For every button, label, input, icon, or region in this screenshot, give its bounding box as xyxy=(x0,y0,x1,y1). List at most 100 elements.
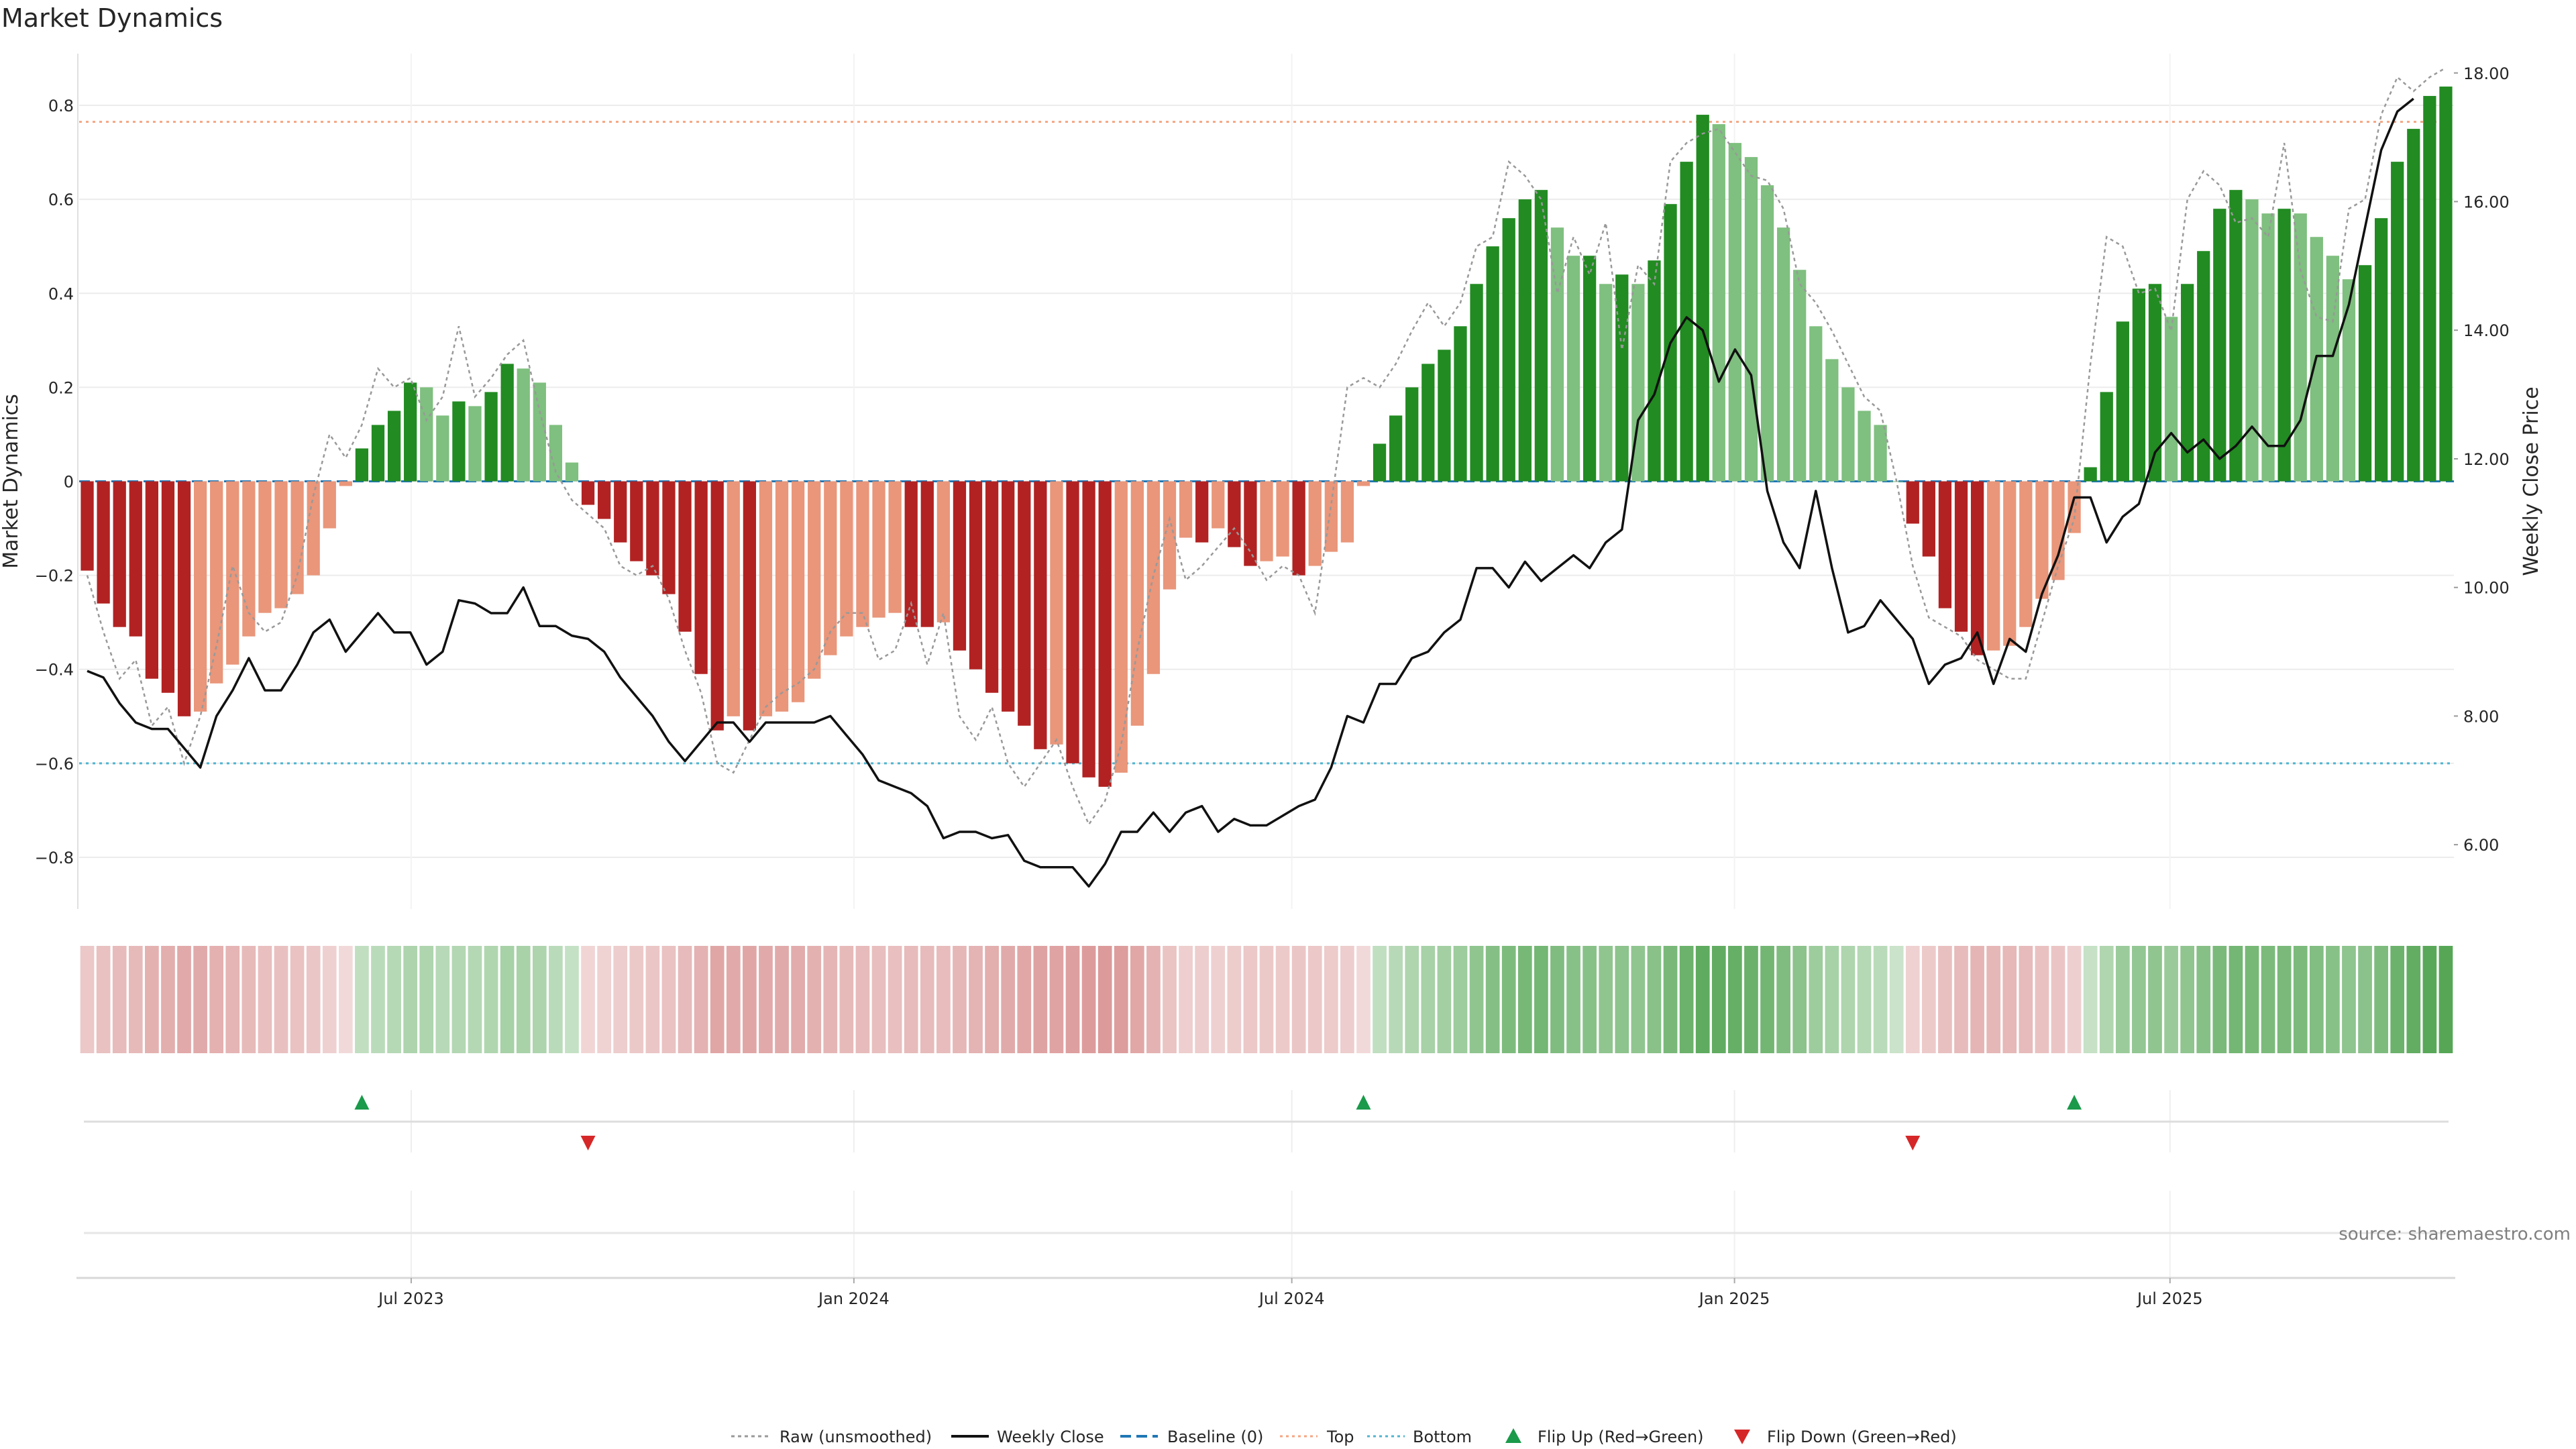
dynamics-bar xyxy=(2116,321,2129,482)
y-left-tick-label: −0.6 xyxy=(35,755,74,773)
regime-strip-cell xyxy=(1599,946,1613,1053)
regime-strip-cell xyxy=(1760,946,1774,1053)
regime-strip-cell xyxy=(1711,946,1726,1053)
regime-strip-cell xyxy=(1889,946,1904,1053)
dynamics-bar xyxy=(775,481,789,712)
dynamics-bar xyxy=(129,481,142,637)
weekly-close-line xyxy=(87,97,2414,888)
regime-strip-cell xyxy=(225,946,240,1053)
dynamics-bar xyxy=(1486,246,1499,482)
dynamics-bar xyxy=(710,481,724,731)
regime-strip-cell xyxy=(1566,946,1580,1053)
regime-strip-cell xyxy=(613,946,628,1053)
dynamics-bar xyxy=(2342,279,2356,482)
x-axis-ticks: Jul 2023 Jan 2024 Jul 2024 Jan 2025 Jul 2025 xyxy=(377,1278,2203,1308)
y-axis-right-title: Weekly Close Price xyxy=(2520,386,2543,576)
dynamics-bar xyxy=(161,481,175,693)
legend-swatch-flip-down xyxy=(1734,1430,1750,1444)
legend-label: Flip Up (Red→Green) xyxy=(1538,1428,1704,1446)
y-right-tick-label: 6.00 xyxy=(2463,836,2499,855)
dynamics-bar xyxy=(2407,129,2420,482)
regime-strip-cell xyxy=(1275,946,1290,1053)
dynamics-bar xyxy=(630,481,643,561)
regime-strip-cell xyxy=(1841,946,1856,1053)
regime-strip-cell xyxy=(920,946,934,1053)
dynamics-bar xyxy=(1566,256,1580,482)
dynamics-bar xyxy=(1938,481,1952,608)
dynamics-bar xyxy=(1518,199,1532,482)
regime-strip-cell xyxy=(1373,946,1387,1053)
dynamics-bar xyxy=(339,481,352,486)
dynamics-bar xyxy=(598,481,611,519)
dynamics-bar xyxy=(646,481,659,576)
regime-strip-cell xyxy=(1211,946,1226,1053)
dynamics-bar xyxy=(355,448,369,482)
dynamics-bar xyxy=(1195,481,1209,543)
regime-strip-cell xyxy=(532,946,547,1053)
dynamics-bar xyxy=(323,481,336,529)
dynamics-bar xyxy=(1179,481,1193,538)
regime-strip-cell xyxy=(823,946,838,1053)
regime-strip-cell xyxy=(2390,946,2405,1053)
dynamics-bar xyxy=(694,481,708,674)
regime-strip-cell xyxy=(1033,946,1048,1053)
dynamics-bar xyxy=(1421,364,1435,482)
regime-strip-cell xyxy=(969,946,983,1053)
regime-strip-cell xyxy=(258,946,272,1053)
dynamics-bar xyxy=(1308,481,1322,566)
dynamics-bar xyxy=(743,481,757,731)
regime-strip-cell xyxy=(2374,946,2388,1053)
regime-strip-cell xyxy=(2261,946,2275,1053)
regime-strip-cell xyxy=(484,946,498,1053)
dynamics-bar xyxy=(1825,359,1839,482)
flip-up-marker xyxy=(1356,1095,1371,1110)
dynamics-bar xyxy=(662,481,676,594)
y-left-tick-label: 0.6 xyxy=(48,191,74,209)
regime-strip-cell xyxy=(1986,946,2001,1053)
regime-strip-cell xyxy=(1001,946,1016,1053)
dynamics-bar xyxy=(1082,481,1095,777)
regime-strip-cell xyxy=(678,946,692,1053)
regime-strip-cell xyxy=(2293,946,2308,1053)
dynamics-bar xyxy=(1680,162,1693,482)
dynamics-bar xyxy=(1648,260,1661,482)
regime-strip-cell xyxy=(2438,946,2453,1053)
dynamics-bar xyxy=(1744,157,1758,482)
regime-strip-cell xyxy=(694,946,708,1053)
dynamics-bar xyxy=(145,481,158,679)
dynamics-bar xyxy=(856,481,869,627)
dynamics-bar xyxy=(1760,185,1774,482)
regime-strip-cell xyxy=(500,946,515,1053)
flip-down-marker xyxy=(1905,1136,1921,1150)
dynamics-bar xyxy=(792,481,805,702)
regime-strip-cell xyxy=(1873,946,1888,1053)
dynamics-bar xyxy=(808,481,821,679)
regime-strip-cell xyxy=(403,946,418,1053)
regime-strip-cell xyxy=(645,946,660,1053)
regime-strip-cell xyxy=(1679,946,1694,1053)
dynamics-bar xyxy=(1405,387,1419,482)
dynamics-bar xyxy=(274,481,288,608)
regime-strip-cell xyxy=(80,946,95,1053)
regime-strip-cell xyxy=(1954,946,1968,1053)
dynamics-bar xyxy=(888,481,902,613)
regime-strip-cell xyxy=(468,946,482,1053)
regime-strip-cell xyxy=(565,946,579,1053)
dynamics-bar xyxy=(1922,481,1935,557)
regime-strip-cell xyxy=(322,946,337,1053)
dynamics-bar xyxy=(80,481,94,571)
dynamics-bar xyxy=(1130,481,1144,726)
dynamics-bar xyxy=(468,406,482,482)
regime-strip-cell xyxy=(549,946,563,1053)
regime-strip-cell xyxy=(743,946,757,1053)
regime-strip-cell xyxy=(2067,946,2082,1053)
legend-label: Baseline (0) xyxy=(1167,1428,1263,1446)
regime-strip-cell xyxy=(2245,946,2259,1053)
regime-strip-cell xyxy=(209,946,224,1053)
regime-strip-cell xyxy=(2148,946,2162,1053)
regime-strip-cell xyxy=(1049,946,1064,1053)
regime-strip-cell xyxy=(1114,946,1128,1053)
dynamics-bar xyxy=(840,481,853,637)
regime-strip-cell xyxy=(1501,946,1516,1053)
dynamics-bar xyxy=(678,481,692,632)
